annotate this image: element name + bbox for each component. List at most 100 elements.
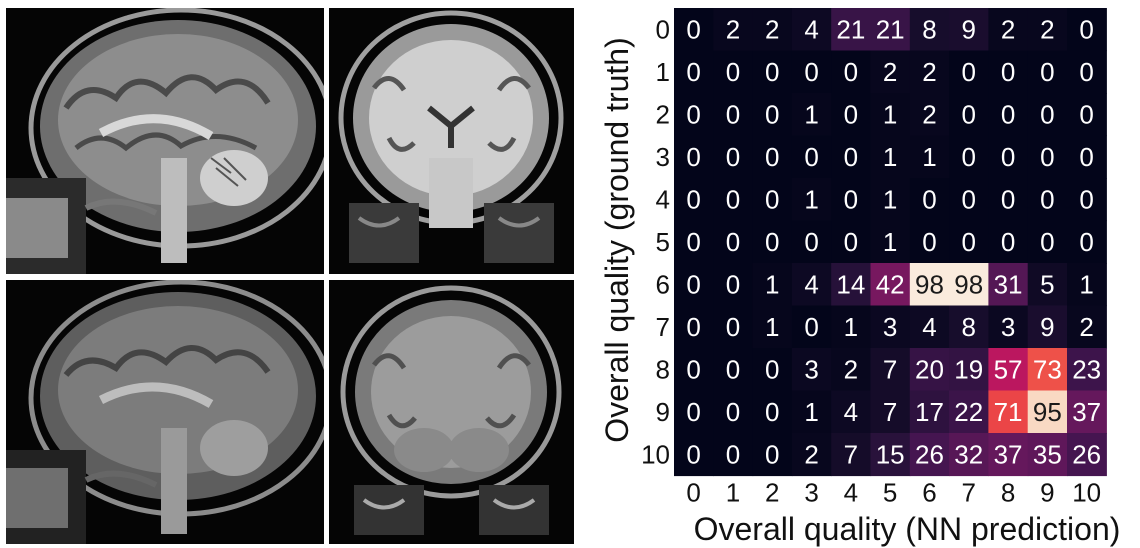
heatmap-cell [988,348,1029,392]
x-tick-label: 4 [844,478,858,508]
heatmap-cell [713,178,754,222]
heatmap-cell [949,50,989,94]
heatmap-cell-value: 0 [1001,227,1015,257]
heatmap-cell-value: 0 [765,184,779,214]
heatmap-cell [674,348,714,392]
heatmap-cell-value: 4 [844,397,858,427]
heatmap-cell-value: 0 [844,184,858,214]
heatmap-cell [831,433,872,477]
heatmap-cell-value: 0 [726,142,740,172]
heatmap-cell [831,263,872,307]
heatmap-cell [988,433,1029,477]
heatmap-cell [791,8,832,52]
heatmap-cell-value: 1 [883,142,897,172]
heatmap-cell [752,433,793,477]
heatmap-cell-value: 1 [804,397,818,427]
heatmap-cell [752,348,793,392]
heatmap-cell [1027,305,1068,349]
heatmap-cell-value: 0 [1079,184,1093,214]
x-tick-label: 7 [962,478,976,508]
heatmap-cell [988,135,1029,179]
heatmap-cell-value: 21 [836,14,865,44]
heatmap-cell [752,93,793,137]
heatmap-cell [949,135,989,179]
heatmap-cell [949,178,989,222]
heatmap-cell-value: 17 [915,397,944,427]
heatmap-cell-value: 21 [876,14,905,44]
heatmap-cell [674,390,714,434]
heatmap-cell [988,220,1029,264]
heatmap-cell [949,8,989,52]
y-tick-labels: 0 1 2 3 4 5 6 7 8 9 10 [641,14,670,469]
heatmap-cell-value: 8 [962,312,976,342]
heatmap-cell-value: 0 [962,184,976,214]
heatmap-cell-value: 0 [844,142,858,172]
heatmap-cell [713,348,754,392]
heatmap-cell-value: 0 [686,312,700,342]
heatmap-cell [870,263,911,307]
heatmap-cell [988,263,1029,307]
heatmap-cell [713,263,754,307]
heatmap-cell [988,390,1029,434]
y-axis-title: Overall quality (ground truth) [599,37,635,443]
y-tick-label: 9 [656,397,670,427]
heatmap-cell [988,178,1029,222]
heatmap-cell [713,50,754,94]
heatmap-cell [1067,348,1107,392]
heatmap-cell-value: 0 [686,354,700,384]
heatmap-cell-value: 0 [726,99,740,129]
heatmap-cell-value: 2 [1040,14,1054,44]
heatmap-cell-value: 0 [726,57,740,87]
heatmap-cell [1027,433,1068,477]
heatmap-cell-value: 15 [876,439,905,469]
heatmap-cell [1067,8,1107,52]
heatmap-cell [674,135,714,179]
heatmap-cell [949,390,989,434]
heatmap-cell [909,50,950,94]
heatmap-cell-value: 0 [1040,227,1054,257]
heatmap-cell-value: 23 [1072,354,1101,384]
heatmap-cell [831,220,872,264]
heatmap-cell [1067,93,1107,137]
heatmap-cell-value: 0 [726,227,740,257]
x-tick-label: 8 [1001,478,1015,508]
mri-image-grid [6,8,576,546]
heatmap-cell-value: 4 [922,312,936,342]
heatmap-svg: 0 2 2 4 21 21 8 9 2 2 00 0 0 0 0 2 2 0 0 0 00 0 0 1 0 1 2 0 0 0 00 0 0 0 0… [599,8,1120,547]
heatmap-cell-value: 32 [954,439,983,469]
heatmap-cell [831,93,872,137]
heatmap-cell [988,93,1029,137]
heatmap-cell-value: 0 [765,354,779,384]
heatmap-cell-value: 37 [994,439,1023,469]
heatmap-cell-value: 1 [765,312,779,342]
heatmap-cell-value: 2 [883,57,897,87]
heatmap-cell [713,93,754,137]
heatmap-cell-value: 0 [844,227,858,257]
heatmap-cell-value: 0 [1001,184,1015,214]
heatmap-cell-value: 0 [1079,227,1093,257]
heatmap-cell-value: 1 [804,184,818,214]
x-tick-label: 0 [686,478,700,508]
heatmap-cell [870,178,911,222]
heatmap-cell-value: 7 [844,439,858,469]
heatmap-cell [1027,220,1068,264]
heatmap-cell [870,135,911,179]
heatmap-cell-value: 0 [686,57,700,87]
heatmap-cell-value: 0 [686,142,700,172]
heatmap-cell-value: 0 [1001,99,1015,129]
heatmap-cell-value: 0 [686,269,700,299]
heatmap-cell [949,263,989,307]
heatmap-cell [870,8,911,52]
heatmap-cell-value: 2 [1001,14,1015,44]
heatmap-cell [713,135,754,179]
heatmap-cell [674,50,714,94]
heatmap-cell [674,178,714,222]
heatmap-cell [909,93,950,137]
heatmap-cell [713,433,754,477]
heatmap-cell [1027,8,1068,52]
heatmap-cell [674,8,714,52]
heatmap-cells: 0 2 2 4 21 21 8 9 2 2 00 0 0 0 0 2 2 0 0 0 00 0 0 1 0 1 2 0 0 0 00 0 0 0 0… [674,8,1107,477]
heatmap-cell-value: 9 [1040,312,1054,342]
heatmap-cell [1067,390,1107,434]
heatmap-cell [791,50,832,94]
